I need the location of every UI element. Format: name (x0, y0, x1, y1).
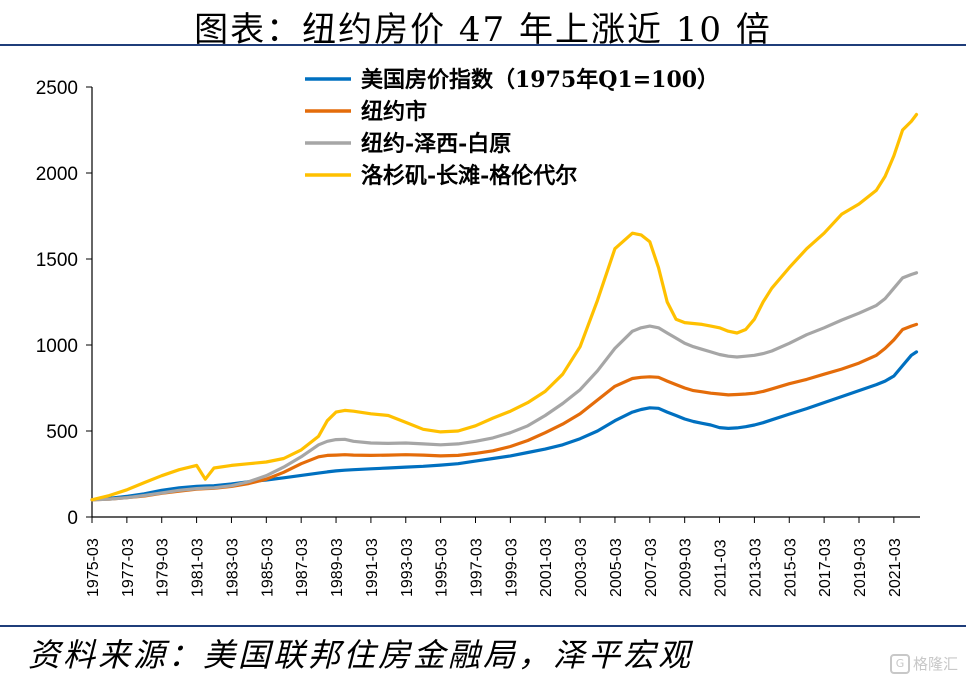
series-line-4 (90, 112, 919, 502)
x-tick-label: 2011-03 (713, 539, 730, 597)
y-tick-label: 2000 (36, 164, 78, 185)
legend-label-1: 美国房价指数（1975年Q1=100） (361, 67, 719, 93)
x-tick-label: 1983-03 (224, 538, 241, 597)
x-tick-label: 1995-03 (434, 538, 451, 597)
x-tick-label: 1999-03 (503, 538, 520, 597)
y-tick-label: 1500 (36, 250, 78, 271)
x-tick-label: 1987-03 (294, 538, 311, 597)
y-tick-label: 2500 (36, 78, 78, 99)
y-tick-label: 0 (67, 508, 78, 529)
x-tick-label: 1989-03 (329, 538, 346, 597)
x-tick-label: 1997-03 (468, 538, 485, 597)
legend-label-2: 纽约市 (361, 99, 427, 125)
line-chart: 0 500 1000 1500 2000 2500 1975-03 1977-03 1979-0… (36, 67, 920, 597)
legend-label-4: 洛杉矶-长滩-格伦代尔 (361, 163, 577, 189)
x-tick-label: 1981-03 (190, 538, 207, 597)
x-tick-label: 1991-03 (364, 538, 381, 597)
x-tick-label: 2013-03 (747, 538, 764, 597)
series-line-1 (90, 350, 919, 502)
chart-title: 图表：纽约房价 47 年上涨近 10 倍 (194, 10, 772, 50)
x-tick-label: 2003-03 (573, 538, 590, 597)
x-tick-label: 1993-03 (399, 538, 416, 597)
series-lines (90, 112, 919, 502)
watermark-text: 格隆汇 (912, 655, 958, 673)
y-tick-label: 1000 (36, 336, 78, 357)
watermark: G 格隆汇 (889, 653, 958, 674)
y-tick-label: 500 (46, 422, 78, 443)
x-tick-label: 2019-03 (852, 538, 869, 597)
series-line-2 (90, 322, 919, 502)
x-tick-label: 2009-03 (678, 538, 695, 597)
x-tick-label: 1975-03 (85, 538, 102, 597)
x-tick-label: 2017-03 (817, 538, 834, 597)
axes: 0 500 1000 1500 2000 2500 1975-03 1977-03 1979-0… (36, 78, 920, 597)
x-tick-label: 2007-03 (643, 538, 660, 597)
legend-label-3: 纽约-泽西-白原 (361, 131, 511, 157)
x-tick-label: 1977-03 (120, 538, 137, 597)
x-tick-label: 2001-03 (538, 538, 555, 597)
x-tick-label: 1985-03 (259, 538, 276, 597)
x-tick-label: 1979-03 (155, 538, 172, 597)
x-tick-label: 2021-03 (887, 538, 904, 597)
x-tick-label: 2005-03 (608, 538, 625, 597)
title-rule (0, 44, 966, 46)
legend: 美国房价指数（1975年Q1=100） 纽约市纽约-泽西-白原洛杉矶-长滩-格伦代… (305, 67, 719, 189)
x-tick-label: 2015-03 (782, 538, 799, 597)
source-note: 资料来源：美国联邦住房金融局，泽平宏观 (28, 636, 694, 674)
source-rule (0, 625, 966, 627)
watermark-logo-icon: G (889, 653, 910, 674)
series-line-3 (90, 271, 919, 502)
